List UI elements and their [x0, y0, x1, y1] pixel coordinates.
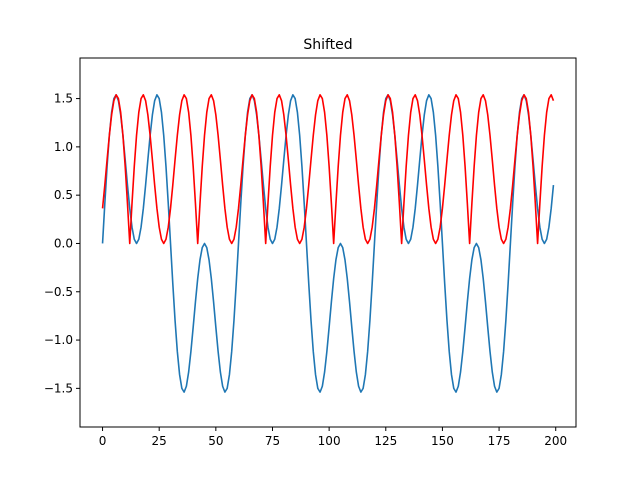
- x-tick-label: 100: [318, 434, 341, 448]
- plot-lines: [101, 94, 555, 393]
- y-tick-label: −1.0: [44, 333, 73, 347]
- x-axis-ticks: 0 25 50 75 100 125 150 175 200: [99, 427, 567, 448]
- series-line-1: [101, 94, 555, 393]
- y-tick-label: 0.5: [54, 188, 73, 202]
- chart-title: Shifted: [303, 37, 352, 53]
- x-tick-label: 125: [374, 434, 397, 448]
- y-tick-label: −0.5: [44, 285, 73, 299]
- y-tick-label: 0.0: [54, 236, 73, 250]
- y-tick-label: 1.5: [54, 92, 73, 106]
- x-tick-label: 75: [265, 434, 280, 448]
- series-line-2: [101, 94, 555, 245]
- y-tick-label: −1.5: [44, 381, 73, 395]
- y-tick-label: 1.0: [54, 140, 73, 154]
- x-tick-label: 175: [488, 434, 511, 448]
- x-tick-label: 50: [208, 434, 223, 448]
- x-tick-label: 0: [99, 434, 107, 448]
- y-axis-ticks: −1.5 −1.0 −0.5 0.0 0.5 1.0 1.5: [44, 92, 80, 395]
- plot-frame: [79, 57, 577, 428]
- x-tick-label: 25: [152, 434, 167, 448]
- x-tick-label: 150: [431, 434, 454, 448]
- x-tick-label: 200: [544, 434, 567, 448]
